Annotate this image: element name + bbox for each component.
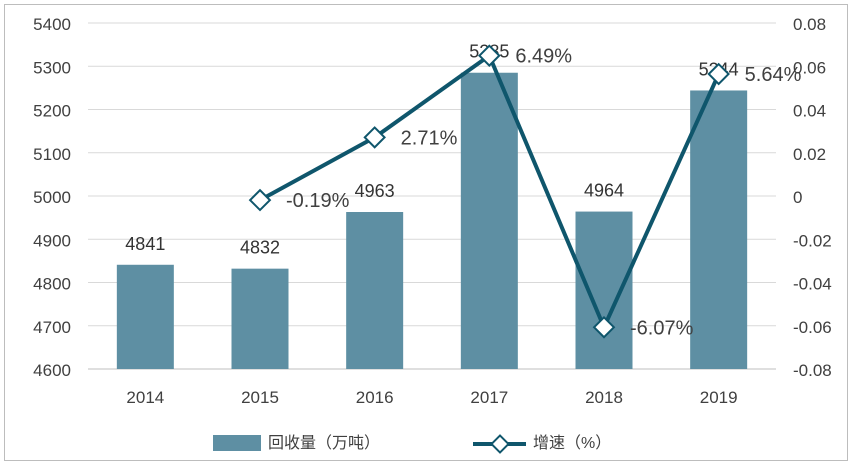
bar-2015 — [231, 268, 289, 369]
x-tick-label: 2019 — [700, 388, 738, 407]
x-tick-label: 2014 — [126, 388, 164, 407]
x-tick-label: 2018 — [585, 388, 623, 407]
bar-value-label: 4964 — [584, 181, 624, 201]
right-tick-label: 0.06 — [793, 58, 826, 77]
left-axis-ticks: 4600 4700 4800 4900 5000 5100 5200 5300 5400 — [33, 15, 71, 380]
right-tick-label: 0.02 — [793, 145, 826, 164]
line-marker-2015 — [248, 188, 272, 212]
left-tick-label: 4800 — [33, 275, 71, 294]
x-axis-ticks: 2014 2015 2016 2017 2018 2019 — [126, 388, 737, 407]
chart-frame — [4, 4, 848, 461]
bar-2016 — [346, 212, 404, 369]
legend-line-label: 增速（%） — [533, 434, 611, 452]
line-marker-2019 — [707, 62, 730, 86]
right-tick-label: -0.04 — [793, 275, 832, 294]
right-tick-label: -0.06 — [793, 318, 832, 337]
right-tick-label: 0 — [793, 188, 802, 207]
left-tick-label: 4600 — [33, 361, 71, 380]
x-tick-label: 2016 — [356, 388, 394, 407]
legend-line-marker — [490, 434, 510, 454]
line-data-labels: -0.19% 2.71% 6.49% -6.07% 5.64% — [286, 46, 802, 340]
x-tick-label: 2015 — [241, 388, 279, 407]
line-marker-2018 — [592, 315, 616, 339]
legend-bar-label: 回收量（万吨） — [268, 434, 380, 452]
growth-value-label: 5.64% — [745, 64, 802, 86]
line-marker-2017 — [478, 44, 501, 67]
bar-value-label: 4963 — [355, 181, 395, 201]
left-tick-label: 5400 — [33, 15, 71, 34]
left-tick-label: 4700 — [33, 318, 71, 337]
growth-value-label: -6.07% — [630, 317, 694, 339]
right-tick-label: 0.04 — [793, 102, 826, 121]
bar-2019 — [690, 90, 748, 369]
left-tick-label: 5000 — [33, 188, 71, 207]
bar-value-label: 4841 — [125, 234, 165, 254]
legend-bar-swatch — [213, 435, 261, 451]
growth-value-label: 6.49% — [515, 46, 572, 68]
legend: 回收量（万吨） 增速（%） — [213, 434, 611, 454]
line-marker-2016 — [363, 126, 386, 149]
bar-2014 — [116, 264, 174, 369]
bar-2017 — [460, 72, 518, 370]
line-series — [248, 44, 730, 339]
growth-value-label: -0.19% — [286, 190, 350, 212]
left-tick-label: 5100 — [33, 145, 71, 164]
left-tick-label: 5200 — [33, 102, 71, 121]
growth-value-label: 2.71% — [401, 127, 458, 149]
bar-series — [116, 72, 748, 370]
left-tick-label: 4900 — [33, 231, 71, 250]
bar-data-labels: 484148324963528549645244 — [125, 42, 738, 258]
bar-value-label: 4832 — [240, 238, 280, 258]
right-tick-label: 0.08 — [793, 15, 826, 34]
left-tick-label: 5300 — [33, 58, 71, 77]
right-tick-label: -0.02 — [793, 231, 832, 250]
x-tick-label: 2017 — [470, 388, 508, 407]
bar-2018 — [575, 211, 633, 369]
right-axis-ticks: -0.08 -0.06 -0.04 -0.02 0 0.02 0.04 0.06 0.08 — [793, 15, 832, 380]
right-tick-label: -0.08 — [793, 361, 832, 380]
